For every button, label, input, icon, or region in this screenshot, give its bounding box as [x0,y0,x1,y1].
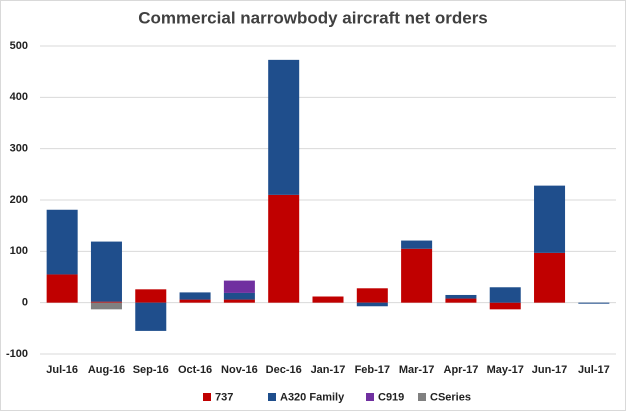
bar-segment [268,194,300,303]
bar-segment [534,252,566,303]
bar-segment [179,299,211,303]
bar-segment [223,292,255,300]
y-tick-label: 200 [10,194,28,206]
legend-label: CSeries [430,391,471,403]
y-tick-label: 100 [10,245,28,257]
y-tick-label: 0 [22,297,28,309]
legend-label: 737 [215,391,233,403]
legend-label: A320 Family [280,391,345,403]
bar-segment [90,301,122,303]
x-tick-label: Oct-16 [178,364,212,376]
chart-title: Commercial narrowbody aircraft net order… [138,8,488,27]
x-tick-label: Apr-17 [444,364,479,376]
legend-swatch [418,393,426,401]
bar-segment [356,288,388,303]
x-tick-label: Nov-16 [221,364,258,376]
x-tick-label: Feb-17 [355,364,390,376]
bar-segment [489,302,521,310]
bar-segment [46,274,78,303]
bar-segment [578,302,610,304]
bar-segment [401,240,433,249]
x-tick-label: Dec-16 [266,364,302,376]
x-tick-label: Aug-16 [88,364,125,376]
bar-segment [268,59,300,195]
bar-segment [489,287,521,303]
bar-segment [179,292,211,300]
bar-segment [135,289,167,303]
y-tick-label: 400 [10,91,28,103]
bar-segment [445,298,477,303]
bar-segment [445,294,477,299]
bar-segment [401,248,433,303]
x-tick-label: Mar-17 [399,364,434,376]
bar-segment [46,209,78,275]
x-tick-label: Sep-16 [133,364,169,376]
x-tick-label: Jul-16 [46,364,78,376]
legend-swatch [203,393,211,401]
x-tick-label: Jun-17 [532,364,567,376]
bar-segment [223,280,255,293]
x-tick-label: May-17 [487,364,524,376]
x-tick-label: Jul-17 [578,364,610,376]
bar-segment [90,241,122,302]
y-tick-label: 300 [10,143,28,155]
y-tick-label: -100 [6,348,28,360]
legend-swatch [366,393,374,401]
x-tick-label: Jan-17 [311,364,346,376]
bar-segment [534,185,566,253]
y-tick-label: 500 [10,40,28,52]
bar-segment [135,302,167,331]
bar-segment [90,302,122,310]
bar-segment [356,302,388,307]
bar-segment [312,296,344,303]
legend-swatch [268,393,276,401]
legend-label: C919 [378,391,404,403]
bar-segment [223,299,255,303]
